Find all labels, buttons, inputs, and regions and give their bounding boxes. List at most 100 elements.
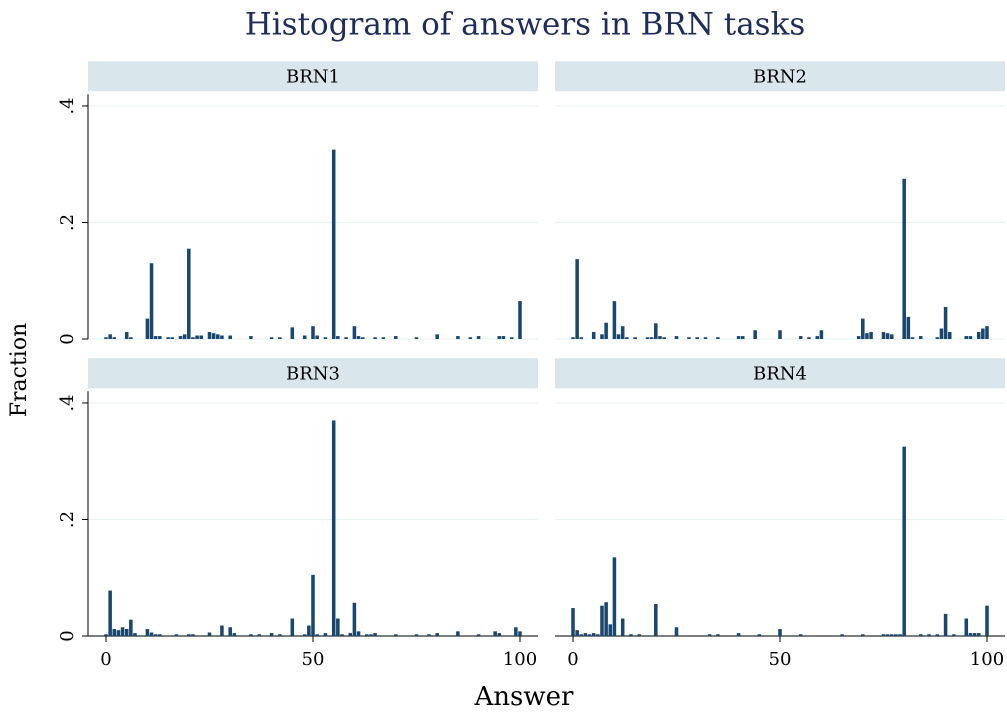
bar xyxy=(778,330,782,339)
bar xyxy=(674,627,679,636)
bar xyxy=(890,634,894,636)
bar xyxy=(716,634,720,636)
bar xyxy=(381,337,386,339)
bar xyxy=(331,149,336,339)
bar xyxy=(716,337,720,339)
bar xyxy=(269,633,274,636)
bar xyxy=(352,602,357,636)
bar xyxy=(869,332,873,339)
bar xyxy=(981,328,985,339)
bar xyxy=(145,318,150,339)
strip xyxy=(555,358,1005,389)
bar xyxy=(356,336,361,339)
y-tick-label: 0 xyxy=(57,630,78,641)
bar xyxy=(637,634,642,636)
bar xyxy=(658,336,662,339)
bar xyxy=(902,446,906,636)
bar xyxy=(394,336,398,339)
bar xyxy=(158,634,162,636)
bar xyxy=(493,631,497,636)
bar xyxy=(315,634,319,636)
bar xyxy=(976,633,981,636)
bar xyxy=(604,602,608,636)
x-tick-label: 50 xyxy=(302,649,325,670)
bar xyxy=(336,618,340,636)
bar xyxy=(583,633,588,636)
bar xyxy=(604,322,608,339)
panel-title: BRN1 xyxy=(286,66,340,87)
bar xyxy=(918,634,923,636)
bar xyxy=(290,327,295,339)
bar xyxy=(625,337,629,339)
x-tick-label: 100 xyxy=(503,649,537,670)
bar xyxy=(807,337,811,339)
y-axis-label: Fraction xyxy=(7,323,32,418)
bar xyxy=(108,334,112,339)
bar xyxy=(232,633,237,636)
bar xyxy=(456,631,460,636)
bar xyxy=(216,334,220,339)
bar xyxy=(195,335,199,339)
bar xyxy=(575,630,579,636)
bar xyxy=(654,603,658,636)
bar xyxy=(174,634,179,636)
y-tick-label: .2 xyxy=(57,511,78,528)
bar xyxy=(435,633,439,636)
bar xyxy=(620,618,625,636)
bar xyxy=(191,634,195,636)
bar xyxy=(373,337,377,339)
bar xyxy=(612,557,617,636)
bar xyxy=(269,337,274,339)
bar xyxy=(910,337,915,339)
bar xyxy=(890,334,894,339)
bar xyxy=(340,634,344,636)
x-tick-label: 0 xyxy=(567,649,578,670)
bar xyxy=(509,337,514,339)
bar xyxy=(757,634,762,636)
bar xyxy=(629,634,633,636)
bar xyxy=(703,337,708,339)
bar xyxy=(133,633,137,636)
bar xyxy=(591,332,596,339)
bar xyxy=(199,335,203,339)
y-tick-label: 0 xyxy=(57,333,78,344)
bar xyxy=(571,608,575,636)
bar xyxy=(108,590,112,636)
bar xyxy=(674,336,679,339)
bar xyxy=(894,634,898,636)
bar xyxy=(497,633,502,636)
y-tick-label: .4 xyxy=(57,97,78,114)
bar xyxy=(633,337,637,339)
bar xyxy=(819,330,824,339)
bar xyxy=(740,336,745,339)
bar xyxy=(927,634,931,636)
bar xyxy=(918,336,923,339)
chart-title: Histogram of answers in BRN tasks xyxy=(245,7,806,43)
bar xyxy=(518,631,522,636)
bar xyxy=(302,335,307,339)
bar xyxy=(311,326,315,339)
bar xyxy=(736,336,741,339)
bar xyxy=(707,634,712,636)
bar xyxy=(687,337,691,339)
bar xyxy=(373,633,377,636)
bar xyxy=(427,634,431,636)
bar xyxy=(278,634,282,636)
bar xyxy=(129,619,133,636)
bar xyxy=(104,337,108,339)
bar xyxy=(861,318,865,339)
bar xyxy=(476,634,481,636)
bar xyxy=(815,336,820,339)
bar xyxy=(881,332,886,339)
bar xyxy=(952,634,956,636)
bar xyxy=(191,337,195,339)
bar xyxy=(365,634,369,636)
bar xyxy=(976,332,981,339)
bar xyxy=(865,333,869,339)
bar xyxy=(600,334,604,339)
bar xyxy=(972,633,977,636)
panel-title: BRN3 xyxy=(286,363,340,384)
bar xyxy=(798,634,803,636)
